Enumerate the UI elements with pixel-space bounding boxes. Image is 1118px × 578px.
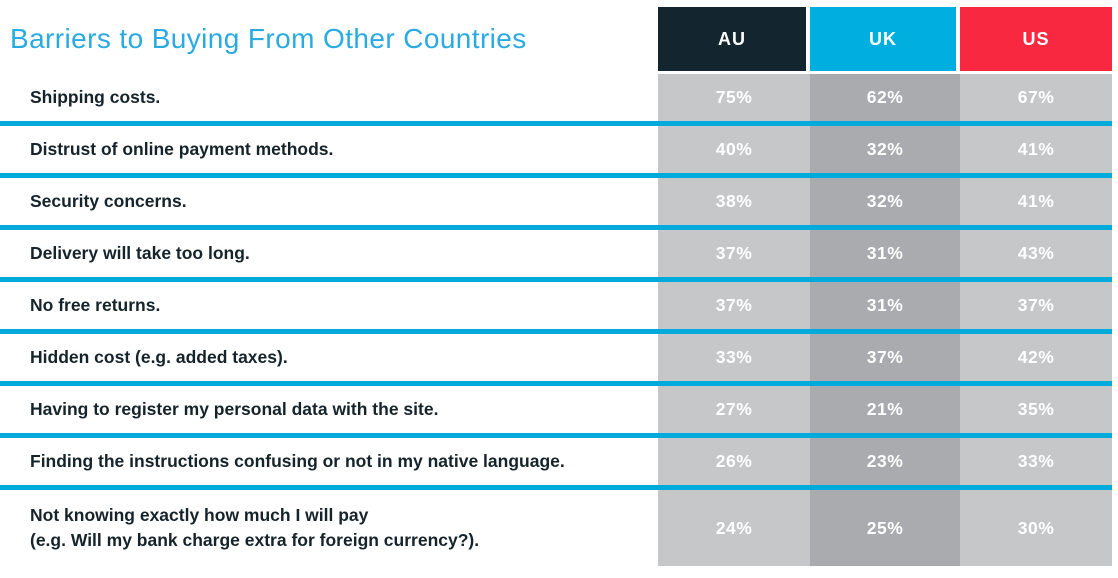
value-cell-au: 75% bbox=[658, 74, 810, 121]
table-row: Shipping costs. 75% 62% 67% bbox=[0, 74, 1112, 121]
value-cell-uk: 23% bbox=[810, 438, 960, 485]
page-title: Barriers to Buying From Other Countries bbox=[10, 23, 527, 54]
row-label: Hidden cost (e.g. added taxes). bbox=[30, 346, 288, 367]
value-cell-us: 33% bbox=[960, 438, 1112, 485]
table-row: Finding the instructions confusing or no… bbox=[0, 438, 1112, 485]
value-cell-uk: 37% bbox=[810, 334, 960, 381]
value-cell-uk: 21% bbox=[810, 386, 960, 433]
table-header-row: Barriers to Buying From Other Countries … bbox=[0, 7, 1112, 71]
value-cell-au: 33% bbox=[658, 334, 810, 381]
row-separator bbox=[0, 173, 1112, 178]
row-label: Security concerns. bbox=[30, 190, 187, 211]
table-row: Not knowing exactly how much I will pay … bbox=[0, 490, 1112, 566]
table-body: Shipping costs. 75% 62% 67% Distrust of … bbox=[0, 74, 1112, 566]
value-cell-au: 38% bbox=[658, 178, 810, 225]
value-cell-uk: 62% bbox=[810, 74, 960, 121]
value-cell-au: 27% bbox=[658, 386, 810, 433]
row-separator bbox=[0, 329, 1112, 334]
row-label: No free returns. bbox=[30, 294, 161, 315]
value-cell-au: 26% bbox=[658, 438, 810, 485]
title-cell: Barriers to Buying From Other Countries bbox=[0, 7, 658, 71]
row-separator bbox=[0, 277, 1112, 282]
value-cell-au: 37% bbox=[658, 230, 810, 277]
value-cell-au: 24% bbox=[658, 490, 810, 566]
column-header-uk: UK bbox=[810, 7, 960, 71]
value-cell-au: 40% bbox=[658, 126, 810, 173]
value-cell-uk: 25% bbox=[810, 490, 960, 566]
table-row: Security concerns. 38% 32% 41% bbox=[0, 178, 1112, 225]
row-label: Distrust of online payment methods. bbox=[30, 138, 334, 159]
value-cell-uk: 32% bbox=[810, 178, 960, 225]
value-cell-uk: 31% bbox=[810, 282, 960, 329]
column-header-us: US bbox=[960, 7, 1112, 71]
value-cell-us: 43% bbox=[960, 230, 1112, 277]
row-label: Shipping costs. bbox=[30, 86, 161, 107]
value-cell-au: 37% bbox=[658, 282, 810, 329]
value-cell-us: 37% bbox=[960, 282, 1112, 329]
row-separator bbox=[0, 121, 1112, 126]
barriers-table: Barriers to Buying From Other Countries … bbox=[0, 7, 1112, 566]
row-separator bbox=[0, 381, 1112, 386]
row-separator bbox=[0, 485, 1112, 490]
table-row: Having to register my personal data with… bbox=[0, 386, 1112, 433]
row-label: Not knowing exactly how much I will pay … bbox=[30, 504, 480, 550]
value-cell-us: 30% bbox=[960, 490, 1112, 566]
value-cell-us: 41% bbox=[960, 126, 1112, 173]
table-row: No free returns. 37% 31% 37% bbox=[0, 282, 1112, 329]
value-cell-uk: 32% bbox=[810, 126, 960, 173]
table-row: Hidden cost (e.g. added taxes). 33% 37% … bbox=[0, 334, 1112, 381]
value-cell-us: 41% bbox=[960, 178, 1112, 225]
row-label: Finding the instructions confusing or no… bbox=[30, 450, 565, 471]
row-separator bbox=[0, 225, 1112, 230]
row-separator bbox=[0, 433, 1112, 438]
column-header-au: AU bbox=[658, 7, 810, 71]
value-cell-us: 35% bbox=[960, 386, 1112, 433]
row-label: Having to register my personal data with… bbox=[30, 398, 439, 419]
value-cell-us: 42% bbox=[960, 334, 1112, 381]
value-cell-uk: 31% bbox=[810, 230, 960, 277]
table-row: Distrust of online payment methods. 40% … bbox=[0, 126, 1112, 173]
value-cell-us: 67% bbox=[960, 74, 1112, 121]
table-row: Delivery will take too long. 37% 31% 43% bbox=[0, 230, 1112, 277]
row-label: Delivery will take too long. bbox=[30, 242, 250, 263]
